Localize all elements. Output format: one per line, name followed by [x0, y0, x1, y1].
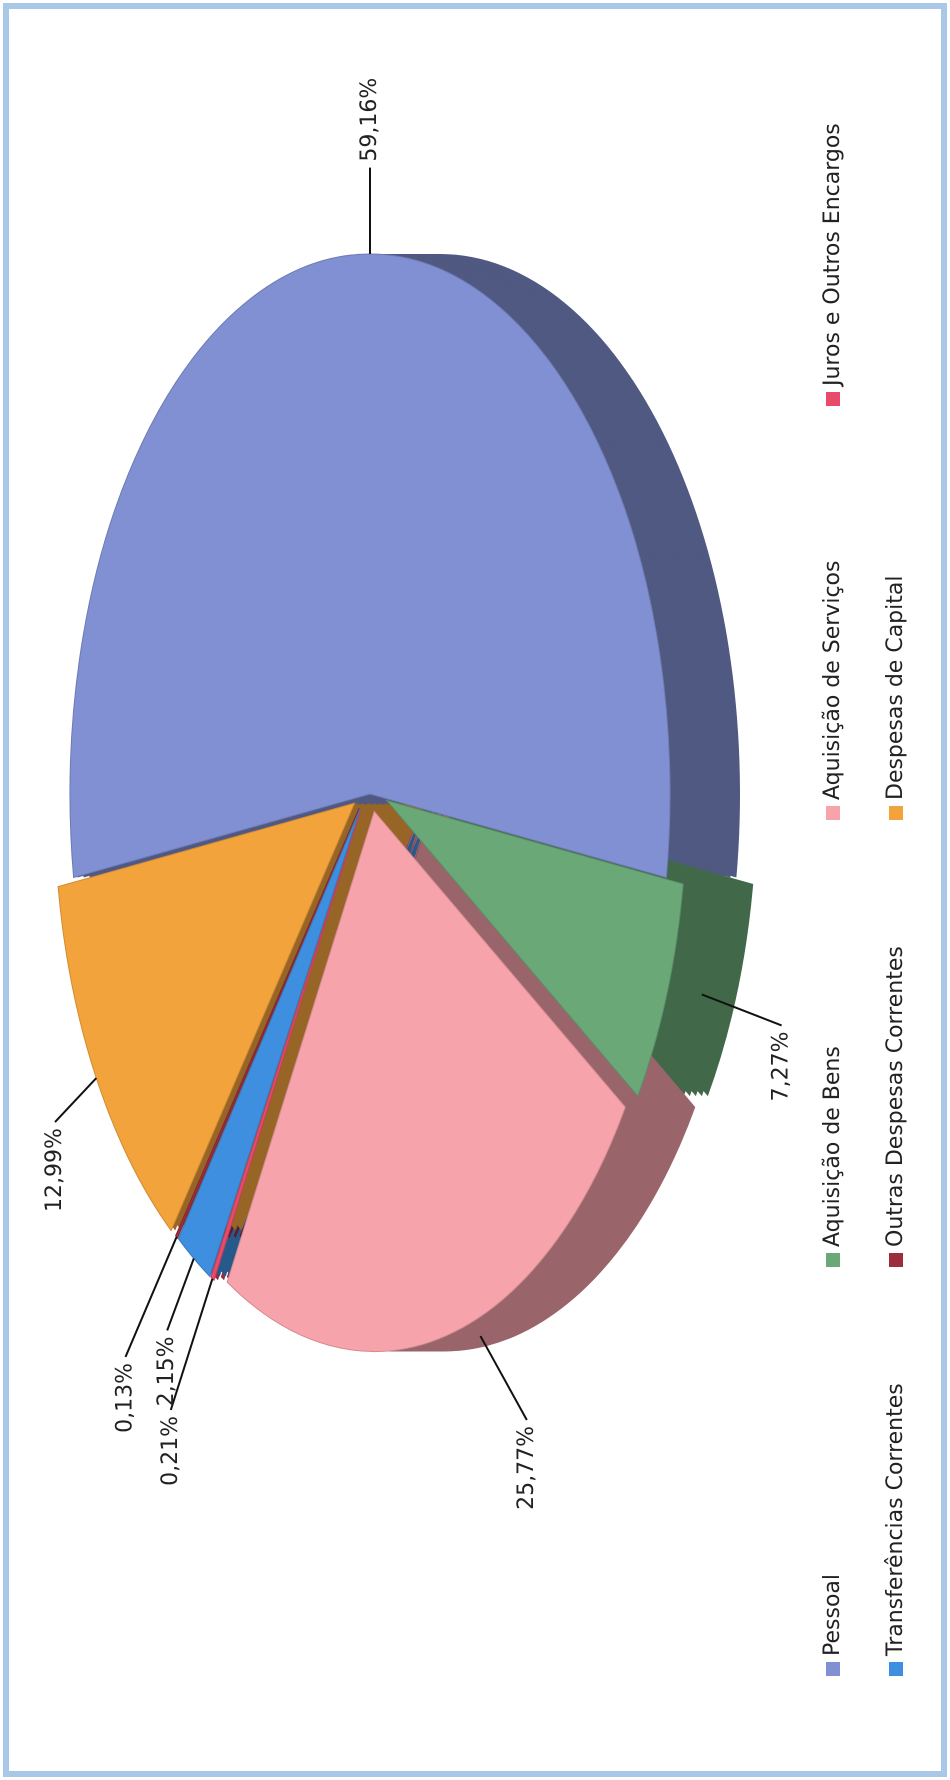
- legend-swatch: [889, 1253, 903, 1267]
- slice: [385, 799, 684, 1098]
- rotated-chart: 59,16% 7,27% 25,77% 0,21% 2,15% 0,13% 12,99% Pe…: [42, 78, 908, 1676]
- legend-label: Aquisição de Bens: [820, 1046, 845, 1247]
- legend-swatch: [889, 1662, 903, 1676]
- leader-line: [124, 1236, 178, 1358]
- data-label: 2,15%: [154, 1336, 179, 1406]
- legend-swatch: [826, 1662, 840, 1676]
- data-label: 25,77%: [514, 1426, 539, 1510]
- slice: [69, 253, 671, 879]
- legend-swatch: [826, 1253, 840, 1267]
- data-label: 7,27%: [769, 1031, 794, 1101]
- leader-line: [166, 1258, 195, 1331]
- legend-label: Transferências Correntes: [883, 1383, 908, 1657]
- data-label: 0,13%: [112, 1363, 137, 1433]
- legend-label: Despesas de Capital: [883, 576, 908, 800]
- legend-swatch: [826, 392, 840, 406]
- legend-label: Aquisição de Serviços: [820, 561, 845, 800]
- data-label: 12,99%: [42, 1128, 67, 1212]
- leader-line: [54, 1077, 98, 1123]
- slice: [57, 802, 356, 1232]
- legend-label: Pessoal: [820, 1574, 845, 1656]
- legend-swatch: [889, 806, 903, 820]
- leader-line: [169, 1278, 214, 1411]
- legend-swatch: [826, 806, 840, 820]
- legend-label: Juros e Outros Encargos: [820, 123, 845, 388]
- slice: [226, 810, 626, 1352]
- data-label: 59,16%: [357, 78, 382, 162]
- leader-line: [479, 1335, 528, 1421]
- legend-label: Outras Despesas Correntes: [883, 946, 908, 1247]
- data-label: 0,21%: [158, 1416, 183, 1486]
- leader-line: [701, 993, 782, 1027]
- slice: [210, 809, 362, 1282]
